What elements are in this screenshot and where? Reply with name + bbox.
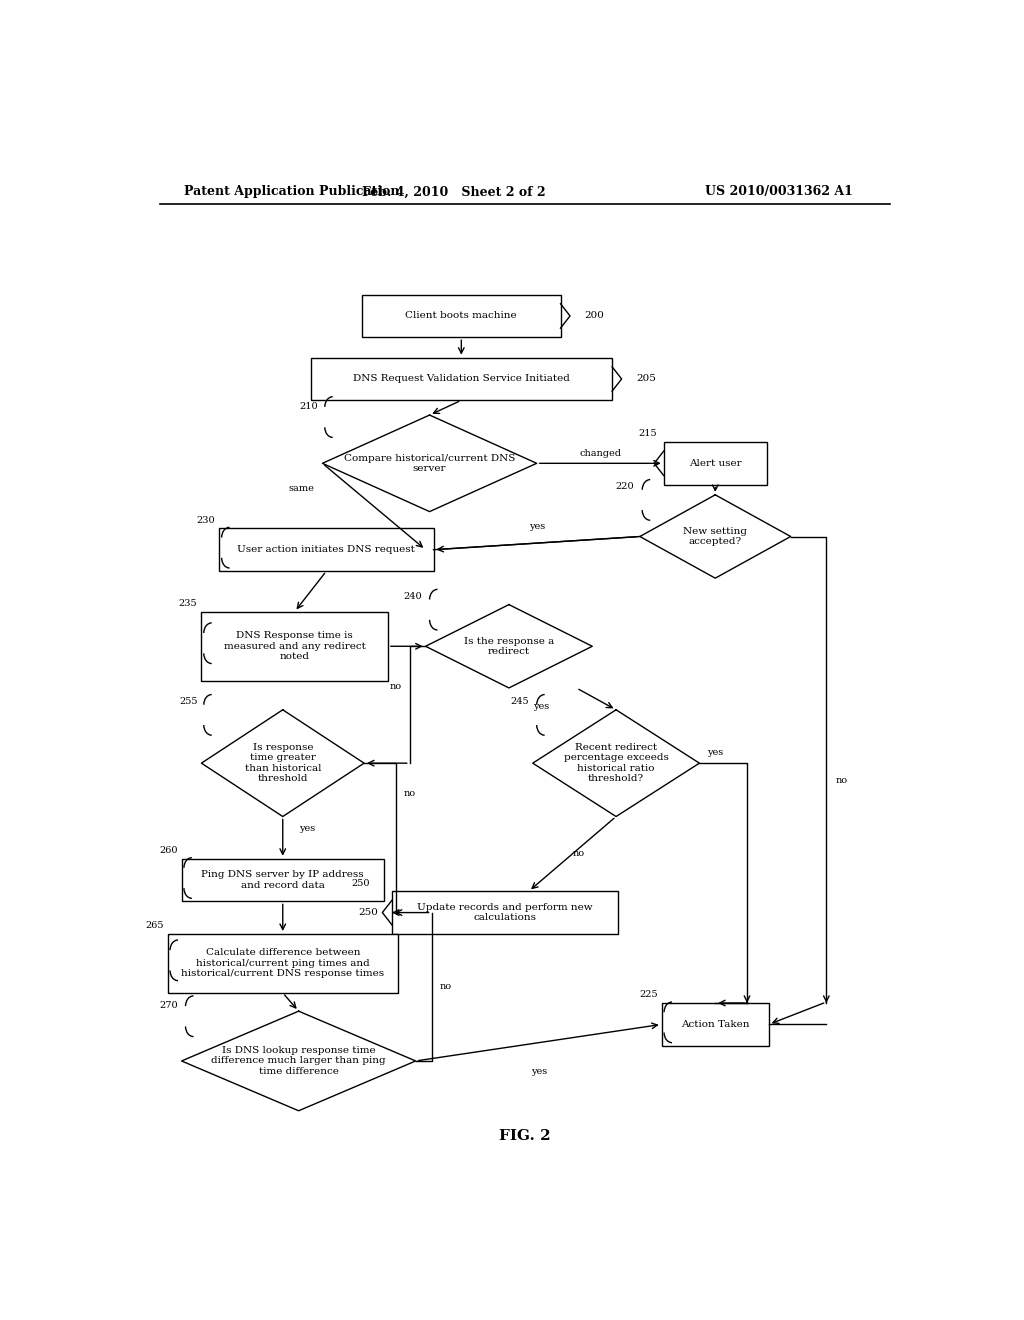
Text: yes: yes (532, 702, 549, 710)
Text: changed: changed (580, 449, 622, 458)
Polygon shape (426, 605, 592, 688)
Text: no: no (836, 776, 848, 785)
Text: Ping DNS server by IP address
and record data: Ping DNS server by IP address and record… (202, 870, 365, 890)
FancyBboxPatch shape (662, 1003, 769, 1045)
Text: Feb. 4, 2010   Sheet 2 of 2: Feb. 4, 2010 Sheet 2 of 2 (361, 185, 545, 198)
FancyBboxPatch shape (392, 891, 618, 935)
FancyBboxPatch shape (310, 358, 612, 400)
Text: Update records and perform new
calculations: Update records and perform new calculati… (417, 903, 593, 923)
Text: User action initiates DNS request: User action initiates DNS request (238, 545, 416, 554)
Text: Calculate difference between
historical/current ping times and
historical/curren: Calculate difference between historical/… (181, 949, 384, 978)
Text: 225: 225 (639, 990, 657, 999)
Text: DNS Request Validation Service Initiated: DNS Request Validation Service Initiated (353, 375, 569, 383)
Text: no: no (439, 982, 452, 991)
Text: 245: 245 (510, 697, 528, 706)
Text: Alert user: Alert user (689, 459, 741, 467)
Polygon shape (181, 1011, 416, 1110)
Text: 270: 270 (159, 1001, 177, 1010)
Text: Patent Application Publication: Patent Application Publication (183, 185, 399, 198)
Text: 210: 210 (300, 403, 318, 412)
Text: Is DNS lookup response time
difference much larger than ping
time difference: Is DNS lookup response time difference m… (211, 1045, 386, 1076)
Text: yes: yes (530, 1067, 547, 1076)
Text: yes: yes (299, 824, 314, 833)
Text: DNS Response time is
measured and any redirect
noted: DNS Response time is measured and any re… (223, 631, 366, 661)
Text: Client boots machine: Client boots machine (406, 312, 517, 321)
Text: 235: 235 (179, 599, 198, 609)
Text: 200: 200 (585, 312, 604, 321)
Text: 255: 255 (179, 697, 198, 706)
Text: yes: yes (708, 748, 724, 758)
Text: 250: 250 (358, 908, 379, 917)
Text: no: no (572, 849, 585, 858)
Text: 250: 250 (351, 879, 370, 887)
FancyBboxPatch shape (664, 442, 767, 484)
Text: 220: 220 (614, 482, 634, 491)
Text: Is the response a
redirect: Is the response a redirect (464, 636, 554, 656)
Text: yes: yes (528, 521, 545, 531)
FancyBboxPatch shape (362, 294, 560, 338)
Text: Is response
time greater
than historical
threshold: Is response time greater than historical… (245, 743, 321, 783)
Text: no: no (403, 789, 416, 799)
Text: same: same (289, 484, 314, 494)
FancyBboxPatch shape (181, 859, 384, 902)
FancyBboxPatch shape (219, 528, 433, 572)
Text: 205: 205 (636, 375, 655, 383)
Text: 215: 215 (639, 429, 657, 438)
Text: 260: 260 (159, 846, 177, 855)
Text: Action Taken: Action Taken (681, 1020, 750, 1028)
Text: 230: 230 (197, 516, 215, 525)
Text: New setting
accepted?: New setting accepted? (683, 527, 748, 546)
FancyBboxPatch shape (202, 611, 388, 681)
Polygon shape (532, 710, 699, 817)
Text: FIG. 2: FIG. 2 (499, 1129, 551, 1143)
Polygon shape (202, 710, 365, 817)
Polygon shape (640, 495, 791, 578)
Text: Compare historical/current DNS
server: Compare historical/current DNS server (344, 454, 515, 473)
Polygon shape (323, 414, 537, 512)
Text: no: no (390, 682, 401, 692)
Text: Recent redirect
percentage exceeds
historical ratio
threshold?: Recent redirect percentage exceeds histo… (563, 743, 669, 783)
Text: 265: 265 (145, 921, 164, 931)
Text: US 2010/0031362 A1: US 2010/0031362 A1 (705, 185, 853, 198)
Text: 240: 240 (403, 591, 422, 601)
FancyBboxPatch shape (168, 935, 397, 993)
